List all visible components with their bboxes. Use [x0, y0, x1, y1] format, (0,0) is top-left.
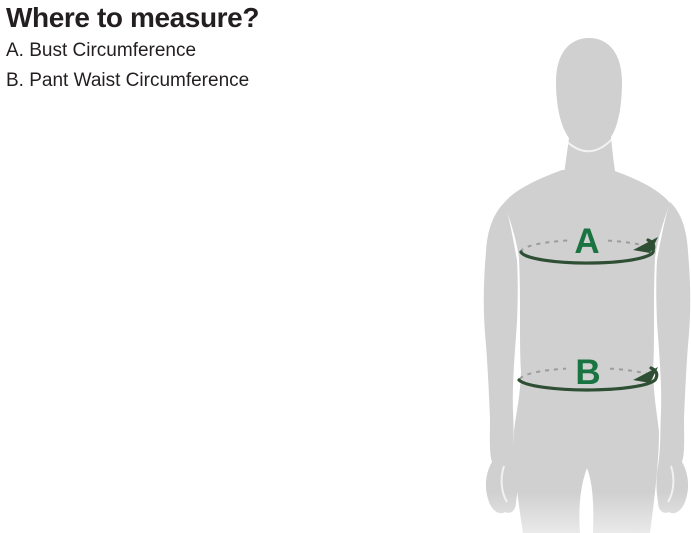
silhouette-head: [556, 38, 622, 186]
bust-dashed-arc-left: [519, 239, 569, 253]
legend-item-waist: B. Pant Waist Circumference: [6, 70, 250, 91]
silhouette-left-arm: [483, 202, 518, 514]
waist-marker-label: B: [575, 353, 600, 392]
waist-tape-line: [517, 366, 659, 392]
bust-arrow-icon: [633, 237, 658, 253]
bust-dashed-arc-right: [607, 239, 646, 248]
waist-dashed-arc-left: [519, 367, 567, 380]
page-title: Where to measure?: [6, 2, 260, 33]
legend-item-bust: A. Bust Circumference: [6, 40, 197, 61]
bust-tape-line: [519, 238, 656, 265]
waist-measurement-line: B: [517, 353, 659, 392]
waist-arrow-icon: [633, 367, 658, 383]
waist-dashed-arc-right: [609, 367, 649, 376]
measure-header: Where to measure? A. Bust Circumference …: [6, 4, 259, 96]
silhouette-right-arm: [656, 202, 691, 514]
leg-fade-overlay: [460, 492, 691, 533]
bust-measurement-line: A: [519, 222, 658, 265]
bust-marker-label: A: [574, 222, 599, 261]
jaw-line: [563, 137, 614, 153]
body-silhouette: [483, 38, 691, 533]
